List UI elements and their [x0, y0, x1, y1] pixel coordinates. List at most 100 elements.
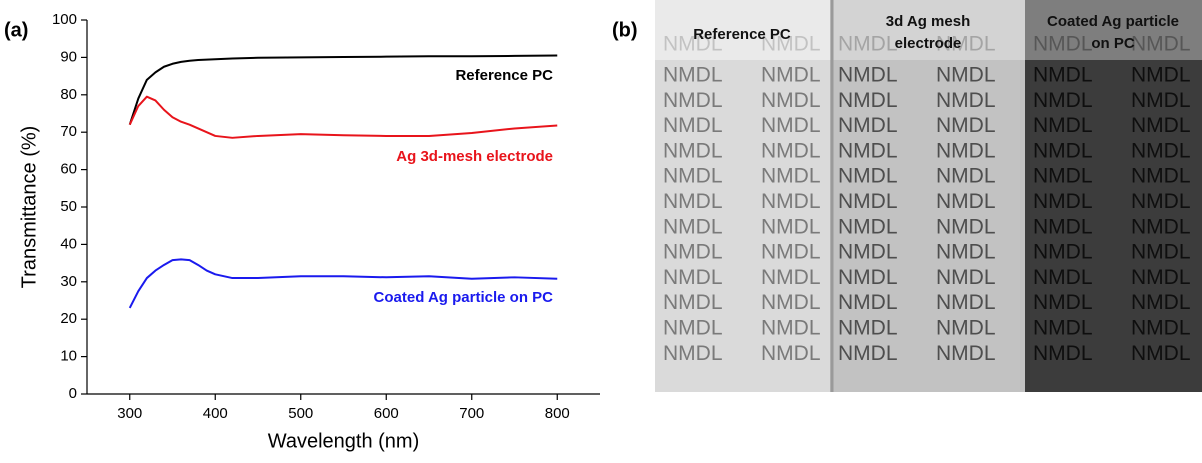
- tile-text: NMDL: [663, 215, 723, 238]
- tile-text: NMDL: [838, 266, 898, 289]
- tile-text: NMDL: [1033, 291, 1093, 314]
- tile-text: NMDL: [1033, 33, 1093, 56]
- photo-header-band: [1025, 0, 1202, 60]
- tile-text: NMDL: [761, 317, 821, 340]
- tile-text: NMDL: [663, 165, 723, 188]
- tile-text: NMDL: [663, 342, 723, 365]
- photo-header-band: [830, 0, 1025, 60]
- tile-text: NMDL: [1131, 64, 1191, 87]
- tile-text: NMDL: [838, 64, 898, 87]
- header-line: on PC: [1091, 35, 1134, 52]
- tile-text: NMDL: [838, 89, 898, 112]
- tile-text: NMDL: [1033, 114, 1093, 137]
- panel-label: (a): [4, 19, 28, 41]
- tile-text: NMDL: [838, 190, 898, 213]
- tile-text: NMDL: [936, 190, 996, 213]
- series-line: [128, 54, 558, 126]
- tile-text: NMDL: [761, 64, 821, 87]
- tile-text: NMDL: [1131, 215, 1191, 238]
- tile-text: NMDL: [936, 291, 996, 314]
- tile-text: NMDL: [663, 291, 723, 314]
- header-line: Coated Ag particle: [1047, 13, 1179, 30]
- tile-text: NMDL: [936, 215, 996, 238]
- tile-text: NMDL: [1131, 317, 1191, 340]
- tile-text: NMDL: [838, 139, 898, 162]
- tile-text: NMDL: [1131, 33, 1191, 56]
- tile-text: NMDL: [1131, 139, 1191, 162]
- tile-text: NMDL: [936, 165, 996, 188]
- tile-text: NMDL: [663, 241, 723, 264]
- tile-text: NMDL: [1033, 190, 1093, 213]
- tile-text: NMDL: [838, 165, 898, 188]
- header-line: electrode: [895, 35, 962, 52]
- y-tick-label: 90: [60, 48, 77, 65]
- tile-text: NMDL: [1131, 266, 1191, 289]
- tile-text: NMDL: [838, 33, 898, 56]
- tile-text: NMDL: [1033, 139, 1093, 162]
- tile-text: NMDL: [663, 114, 723, 137]
- tile-text: NMDL: [936, 114, 996, 137]
- y-tick-label: 70: [60, 123, 77, 140]
- tile-text: NMDL: [761, 215, 821, 238]
- tile-text: NMDL: [1033, 64, 1093, 87]
- tile-text: NMDL: [663, 190, 723, 213]
- tile-text: NMDL: [761, 33, 821, 56]
- tile-text: NMDL: [761, 342, 821, 365]
- tile-text: NMDL: [761, 291, 821, 314]
- y-tick-label: 80: [60, 86, 77, 103]
- tile-text: NMDL: [761, 139, 821, 162]
- tile-text: NMDL: [838, 215, 898, 238]
- x-tick-label: 500: [288, 405, 313, 422]
- y-tick-label: 10: [60, 348, 77, 365]
- y-tick-label: 20: [60, 310, 77, 327]
- series-label: Ag 3d-mesh electrode: [396, 148, 553, 165]
- tile-text: NMDL: [761, 241, 821, 264]
- photo-column: [830, 0, 1025, 392]
- tile-text: NMDL: [761, 89, 821, 112]
- y-tick-label: 60: [60, 161, 77, 178]
- tile-text: NMDL: [936, 342, 996, 365]
- tile-text: NMDL: [761, 165, 821, 188]
- tile-text: NMDL: [936, 33, 996, 56]
- tile-text: NMDL: [1033, 266, 1093, 289]
- tile-text: NMDL: [663, 33, 723, 56]
- column-header: 3d Ag mesh electrode: [886, 13, 970, 52]
- x-axis-label: Wavelength (nm): [268, 430, 420, 452]
- y-axis-label: Transmittance (%): [18, 126, 40, 289]
- y-tick-label: 30: [60, 273, 77, 290]
- tile-text: NMDL: [936, 139, 996, 162]
- panel-label: (b): [612, 19, 638, 41]
- tile-text: NMDL: [1131, 114, 1191, 137]
- tile-text: NMDL: [936, 317, 996, 340]
- tile-text: NMDL: [1033, 215, 1093, 238]
- tile-text: NMDL: [761, 114, 821, 137]
- tile-text: NMDL: [1131, 190, 1191, 213]
- x-tick-label: 400: [203, 405, 228, 422]
- tile-text: NMDL: [838, 291, 898, 314]
- tile-text: NMDL: [663, 139, 723, 162]
- tile-text: NMDL: [1131, 165, 1191, 188]
- tile-text: NMDL: [1033, 89, 1093, 112]
- tile-text: NMDL: [838, 317, 898, 340]
- column-header: Reference PC: [693, 26, 791, 43]
- tile-text: NMDL: [1033, 241, 1093, 264]
- x-tick-label: 300: [117, 405, 142, 422]
- tile-text: NMDL: [936, 89, 996, 112]
- tile-text: NMDL: [936, 64, 996, 87]
- tile-text: NMDL: [761, 266, 821, 289]
- tile-text: NMDL: [838, 114, 898, 137]
- x-tick-label: 700: [459, 405, 484, 422]
- tile-text: NMDL: [1033, 342, 1093, 365]
- tile-text: NMDL: [936, 241, 996, 264]
- tile-text: NMDL: [1131, 291, 1191, 314]
- series-label: Coated Ag particle on PC: [374, 289, 554, 306]
- tile-text: NMDL: [1131, 342, 1191, 365]
- tile-text: NMDL: [936, 266, 996, 289]
- tile-text: NMDL: [1033, 317, 1093, 340]
- photo-header-band: [655, 0, 830, 60]
- tile-text: NMDL: [1131, 89, 1191, 112]
- tile-text: NMDL: [1131, 241, 1191, 264]
- y-tick-label: 0: [69, 385, 77, 402]
- y-tick-label: 100: [52, 11, 77, 28]
- series-line: [128, 95, 558, 139]
